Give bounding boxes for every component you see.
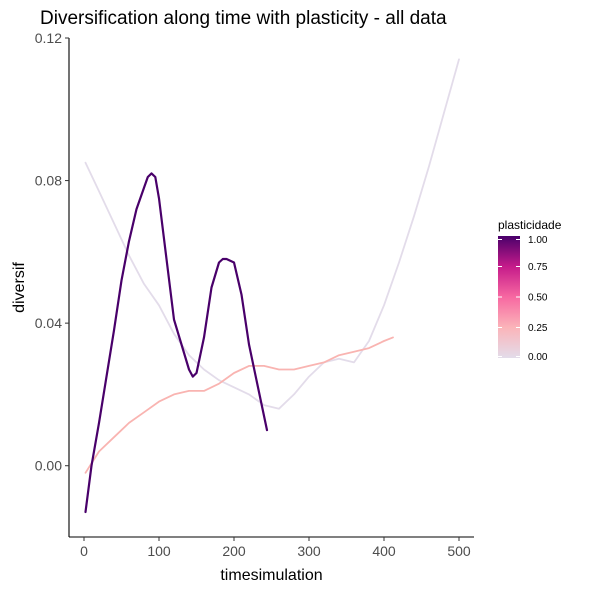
y-tick-label: 0.12 bbox=[35, 30, 62, 46]
series-line-0 bbox=[84, 58, 460, 410]
legend-tick-label: 0.75 bbox=[528, 262, 548, 273]
x-tick-label: 200 bbox=[222, 543, 246, 559]
legend-title: plasticidade bbox=[498, 218, 562, 232]
x-tick-label: 0 bbox=[80, 543, 88, 559]
x-axis: 0 100 200 300 400 500 bbox=[69, 536, 474, 559]
chart-title: Diversification along time with plastici… bbox=[40, 8, 447, 29]
x-tick-label: 100 bbox=[147, 543, 171, 559]
legend-colorbar bbox=[498, 236, 520, 358]
y-tick-label: 0.00 bbox=[35, 458, 62, 474]
y-axis: 0.00 0.04 0.08 0.12 bbox=[35, 30, 70, 537]
legend-tick-label: 0.00 bbox=[528, 352, 548, 363]
y-tick-label: 0.08 bbox=[35, 173, 62, 189]
legend-tick-label: 0.50 bbox=[528, 293, 548, 304]
legend-ticks: 0.00 0.25 0.50 0.75 1.00 bbox=[498, 235, 548, 363]
legend-tick-label: 1.00 bbox=[528, 235, 548, 246]
plot-area bbox=[84, 58, 460, 514]
x-tick-label: 400 bbox=[372, 543, 396, 559]
legend-tick-label: 0.25 bbox=[528, 323, 548, 334]
series-line-2 bbox=[84, 172, 269, 514]
y-tick-label: 0.04 bbox=[35, 315, 62, 331]
y-axis-title: diversif bbox=[11, 262, 28, 313]
x-tick-label: 300 bbox=[297, 543, 321, 559]
x-tick-label: 500 bbox=[447, 543, 471, 559]
x-axis-title: timesimulation bbox=[220, 567, 322, 584]
series-line-1 bbox=[84, 336, 394, 474]
legend: plasticidade 0.00 0.25 0.50 0.75 1.00 bbox=[498, 218, 562, 363]
